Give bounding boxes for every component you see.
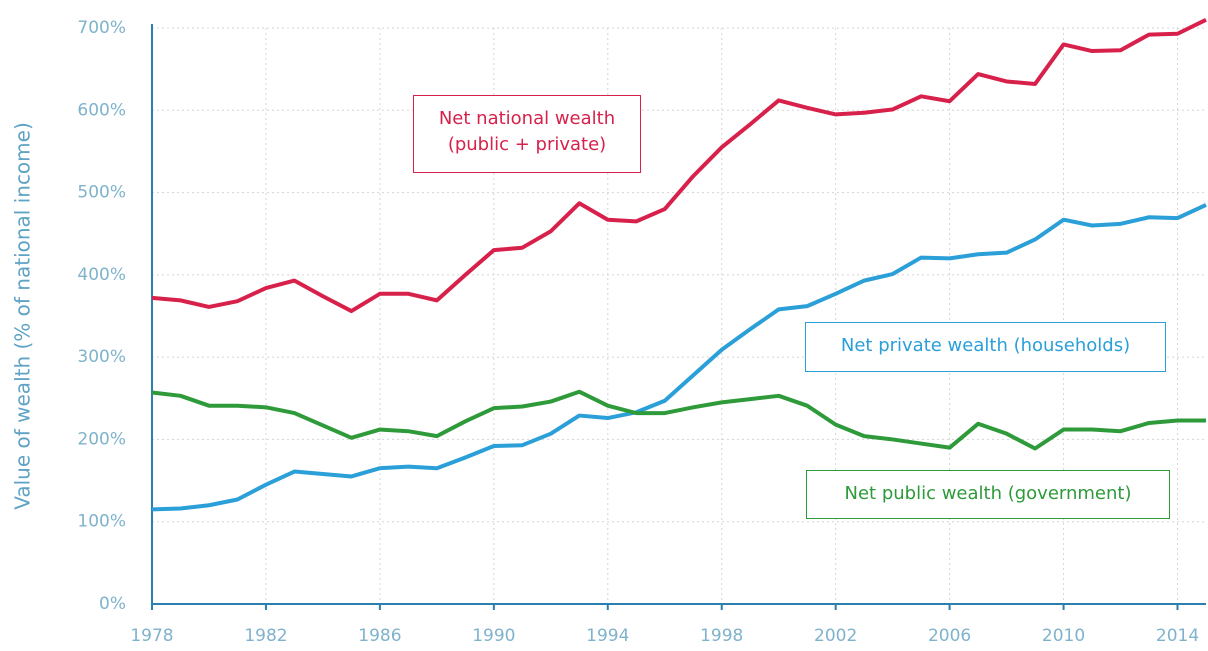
y-axis-label: Value of wealth (% of national income) bbox=[11, 122, 35, 510]
y-tick-label: 300% bbox=[77, 347, 126, 367]
y-tick-label: 100% bbox=[77, 512, 126, 532]
x-tick-label: 1982 bbox=[244, 626, 287, 646]
y-tick-label: 500% bbox=[77, 183, 126, 203]
y-tick-label: 400% bbox=[77, 265, 126, 285]
y-tick-label: 700% bbox=[77, 18, 126, 38]
x-tick-label: 1990 bbox=[472, 626, 515, 646]
label-box: Net public wealth (government) bbox=[806, 470, 1170, 519]
x-tick-label: 2006 bbox=[928, 626, 971, 646]
x-tick-label: 1986 bbox=[358, 626, 401, 646]
x-tick-label: 1978 bbox=[130, 626, 173, 646]
x-tick-label: 2014 bbox=[1156, 626, 1199, 646]
x-tick-label: 2010 bbox=[1042, 626, 1085, 646]
line bbox=[151, 17, 1207, 314]
x-tick-label: 1998 bbox=[700, 626, 743, 646]
y-tick-label: 200% bbox=[77, 429, 126, 449]
line bbox=[151, 203, 1207, 512]
x-tick-label: 1994 bbox=[586, 626, 629, 646]
y-tick-label: 600% bbox=[77, 100, 126, 120]
label-box: Net national wealth (public + private) bbox=[413, 95, 641, 173]
line bbox=[151, 389, 1206, 451]
x-tick-label: 2002 bbox=[814, 626, 857, 646]
y-tick-label: 0% bbox=[99, 594, 126, 614]
label-box: Net private wealth (households) bbox=[805, 322, 1166, 372]
